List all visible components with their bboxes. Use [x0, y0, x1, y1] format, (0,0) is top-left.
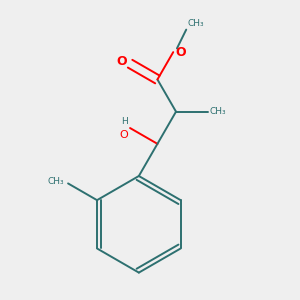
Text: CH₃: CH₃	[209, 107, 226, 116]
Text: CH₃: CH₃	[48, 177, 64, 186]
Text: CH₃: CH₃	[187, 19, 204, 28]
Text: O: O	[116, 55, 127, 68]
Text: O: O	[119, 130, 128, 140]
Text: O: O	[175, 46, 186, 59]
Text: H: H	[122, 117, 128, 126]
